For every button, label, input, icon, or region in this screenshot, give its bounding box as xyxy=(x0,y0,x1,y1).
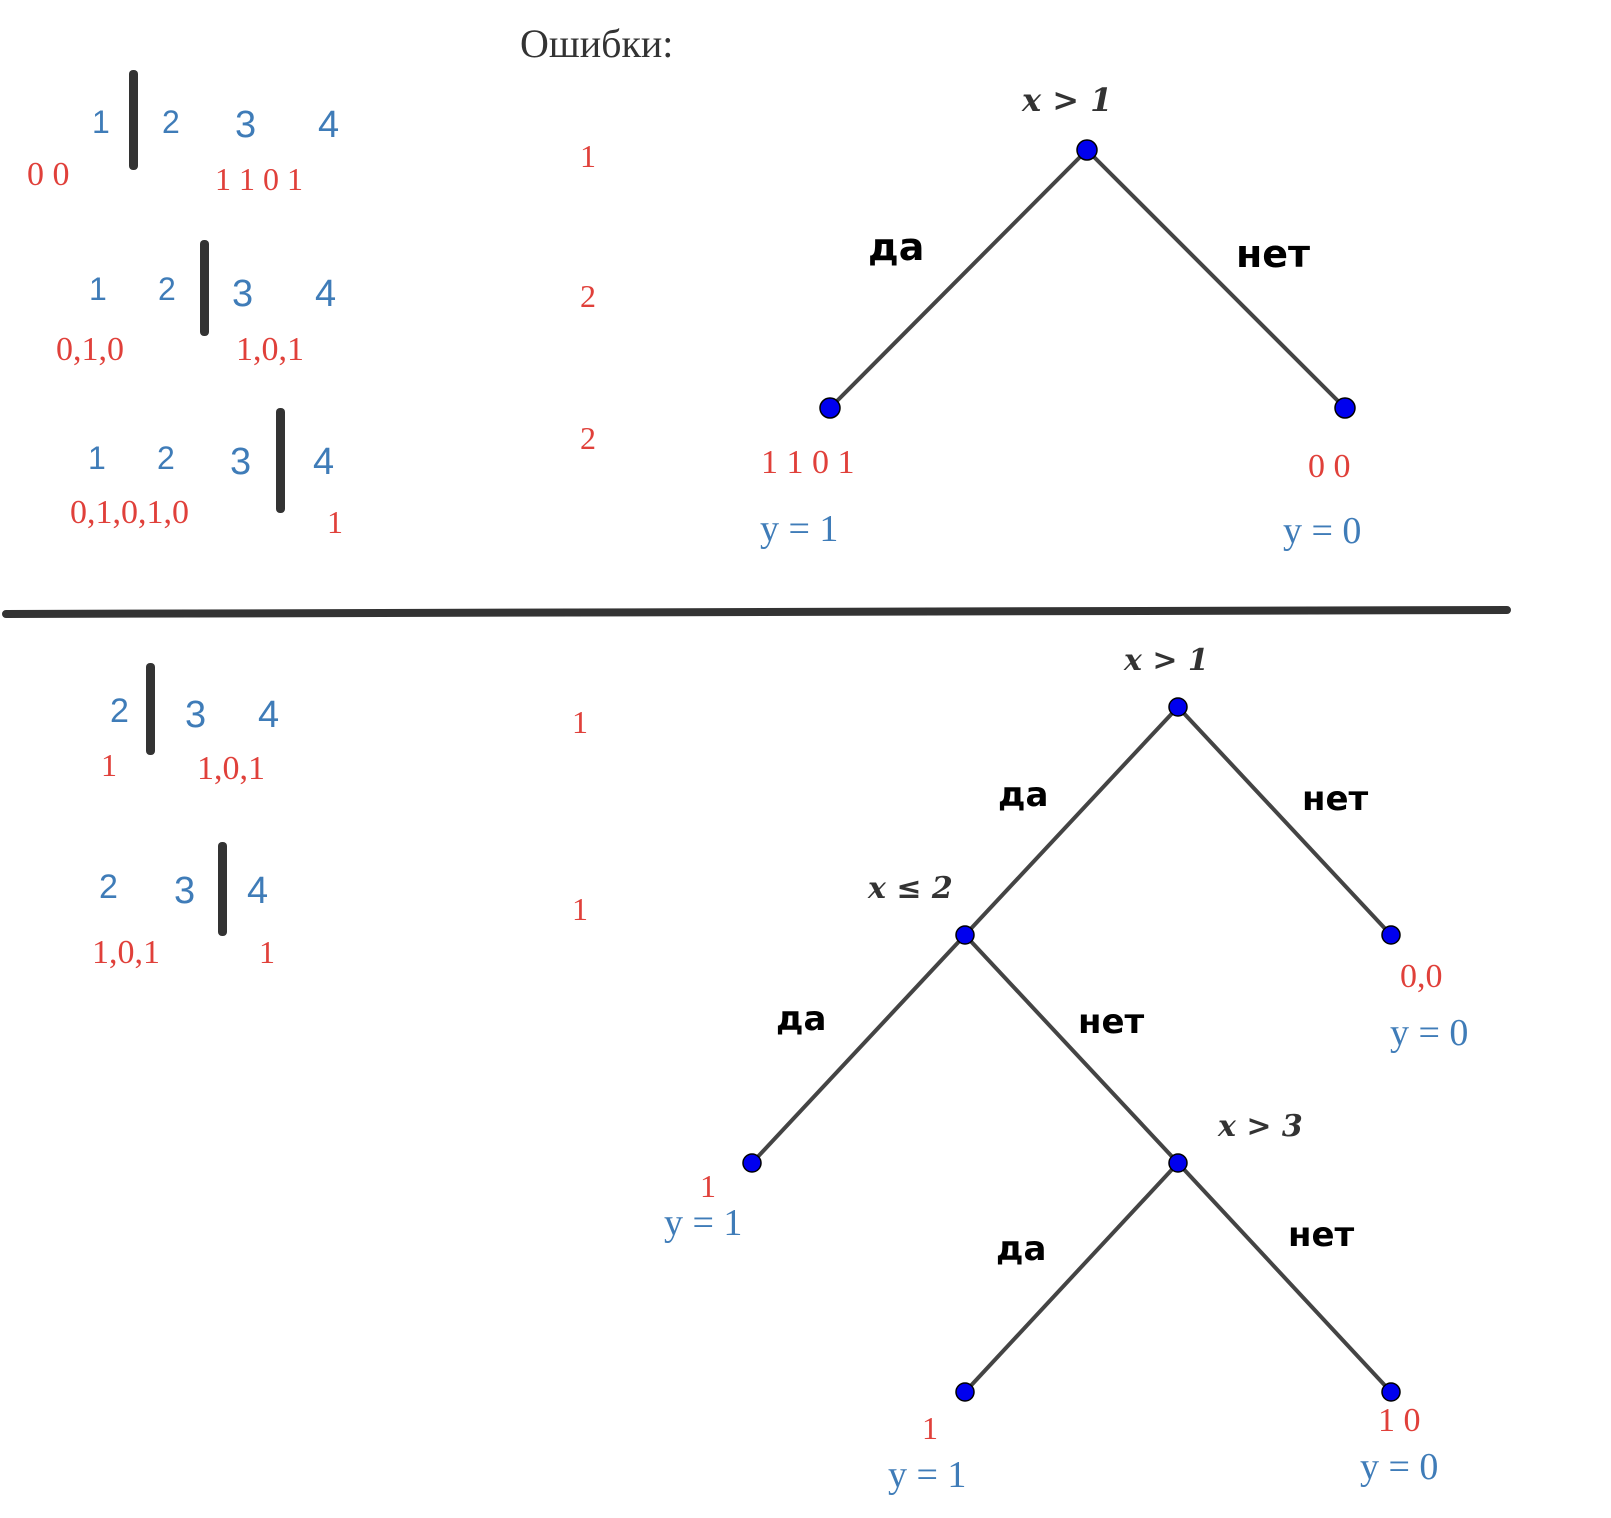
tree2-edge-root-no xyxy=(1176,705,1393,937)
split3-num-1: 1 xyxy=(88,440,106,476)
split2-num-2: 2 xyxy=(158,271,176,307)
tree1-no-label: нет xyxy=(1236,232,1311,276)
tree2-root-yes-label: да xyxy=(998,775,1049,815)
tree2-root-node xyxy=(1168,697,1188,717)
split2-num-1: 1 xyxy=(89,271,107,307)
tree2-leaf-node2-yes-prediction: y = 1 xyxy=(664,1202,743,1244)
split3-errors: 2 xyxy=(580,420,596,456)
tree1-right-leaf-prediction: y = 0 xyxy=(1283,510,1362,552)
tree2-edge-node2-yes xyxy=(750,933,967,1165)
split3-separator xyxy=(276,408,285,513)
split5-right-values: 1 xyxy=(259,934,275,970)
tree2-leaf-node3-yes-prediction: y = 1 xyxy=(888,1454,967,1496)
tree2-node3 xyxy=(1168,1153,1188,1173)
tree2-leaf-node3-yes-values: 1 xyxy=(922,1410,938,1446)
tree2-leaf-node2-yes-values: 1 xyxy=(700,1168,716,1204)
tree1-edge-no xyxy=(1085,148,1347,410)
split5-num-2: 2 xyxy=(99,868,118,906)
split4-left-values: 1 xyxy=(101,747,117,783)
tree1-left-leaf-prediction: y = 1 xyxy=(760,508,839,550)
split2-left-values: 0,1,0 xyxy=(56,331,124,368)
split4-errors: 1 xyxy=(572,704,588,740)
split1-num-4: 4 xyxy=(318,104,340,146)
split1-num-2: 2 xyxy=(162,104,180,140)
tree1-left-leaf-node xyxy=(819,397,841,419)
split1-separator xyxy=(129,70,138,170)
split2-num-4: 4 xyxy=(315,273,337,315)
tree2-node2 xyxy=(955,925,975,945)
tree2-edge-node2-no xyxy=(963,933,1180,1165)
split5-num-3: 3 xyxy=(174,870,196,912)
tree2-leaf-node3-no-values: 1 0 xyxy=(1378,1402,1421,1439)
tree2-leaf-root-no-prediction: y = 0 xyxy=(1390,1012,1469,1054)
tree2-node2-condition: x ≤ 2 xyxy=(868,871,953,906)
tree1-root-node xyxy=(1076,139,1098,161)
tree2-edge-node3-no xyxy=(1176,1161,1393,1394)
tree2-node3-yes-label: да xyxy=(996,1229,1047,1269)
tree1-edge-yes xyxy=(828,148,1089,410)
split3-num-4: 4 xyxy=(313,441,335,483)
split1-num-3: 3 xyxy=(235,104,257,146)
split1-right-values: 1 1 0 1 xyxy=(215,161,303,197)
split2-num-3: 3 xyxy=(232,273,254,315)
split3-num-2: 2 xyxy=(157,440,175,476)
split3-right-values: 1 xyxy=(327,504,343,540)
split5-left-values: 1,0,1 xyxy=(92,934,160,971)
split3-num-3: 3 xyxy=(230,441,252,483)
split4-num-3: 3 xyxy=(185,694,207,736)
section-divider xyxy=(2,606,1511,618)
tree1-right-leaf-node xyxy=(1334,397,1356,419)
tree2-node2-yes-label: да xyxy=(776,999,827,1039)
tree2-node2-no-label: нет xyxy=(1078,1002,1145,1042)
tree2-edge-node3-yes xyxy=(963,1161,1180,1394)
split3-left-values: 0,1,0,1,0 xyxy=(70,494,189,531)
split1-num-1: 1 xyxy=(92,104,110,140)
tree2-root-no-label: нет xyxy=(1302,779,1369,819)
tree2-leaf-node2-yes-node xyxy=(742,1153,762,1173)
split5-num-4: 4 xyxy=(247,870,269,912)
split4-num-2: 2 xyxy=(110,692,129,730)
tree1-left-leaf-values: 1 1 0 1 xyxy=(761,444,855,481)
split5-errors: 1 xyxy=(572,891,588,927)
split4-right-values: 1,0,1 xyxy=(197,750,265,787)
tree2-leaf-node3-no-prediction: y = 0 xyxy=(1360,1446,1439,1488)
split1-errors: 1 xyxy=(580,138,596,174)
tree2-leaf-node3-no-node xyxy=(1381,1382,1401,1402)
split1-left-values: 0 0 xyxy=(27,156,70,193)
tree2-node3-no-label: нет xyxy=(1288,1215,1355,1255)
tree2-node3-condition: x > 3 xyxy=(1218,1109,1303,1144)
tree1-right-leaf-values: 0 0 xyxy=(1308,448,1351,485)
split2-errors: 2 xyxy=(580,278,596,314)
split2-separator xyxy=(200,240,209,336)
tree1-yes-label: да xyxy=(868,225,925,269)
tree2-leaf-node3-yes-node xyxy=(955,1382,975,1402)
tree2-leaf-root-no-values: 0,0 xyxy=(1400,958,1443,995)
split2-right-values: 1,0,1 xyxy=(236,331,304,368)
tree2-edge-root-yes xyxy=(963,705,1180,937)
split4-separator xyxy=(146,663,155,755)
tree2-leaf-root-no-node xyxy=(1381,925,1401,945)
errors-header: Ошибки: xyxy=(520,21,674,66)
split5-separator xyxy=(218,842,227,936)
tree2-root-condition: x > 1 xyxy=(1124,643,1209,678)
split4-num-4: 4 xyxy=(258,694,280,736)
tree1-root-condition: x > 1 xyxy=(1022,81,1113,119)
